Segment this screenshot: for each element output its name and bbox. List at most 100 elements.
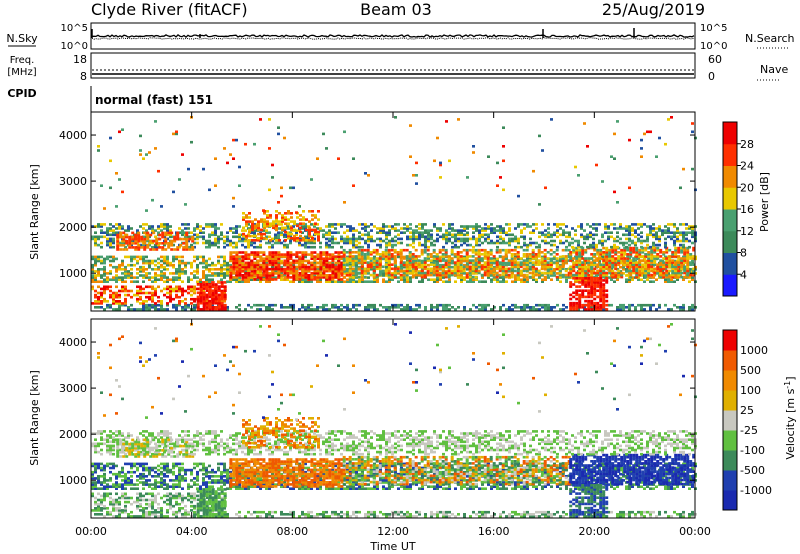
power-cell [322, 263, 326, 267]
power-cell [289, 265, 292, 269]
power-cell [555, 259, 559, 262]
power-cell [223, 235, 226, 239]
power-cell [673, 280, 676, 283]
power-cell [517, 223, 520, 226]
power-cell [622, 227, 625, 230]
power-cell [349, 308, 352, 311]
power-cell [608, 255, 612, 258]
power-cell [496, 278, 499, 281]
power-cell [331, 257, 335, 260]
power-cell [169, 263, 172, 267]
power-cell [611, 273, 615, 277]
power-cell [590, 285, 594, 288]
power-cell [567, 248, 571, 252]
power-cell [625, 280, 628, 283]
power-cell [387, 253, 391, 256]
power-cell [223, 261, 226, 265]
power-cell [211, 283, 215, 286]
power-cell [253, 271, 257, 275]
power-cell [409, 243, 412, 247]
power-cell [520, 280, 523, 283]
power-cell [100, 223, 103, 226]
power-cell [393, 261, 397, 264]
power-cell [411, 269, 415, 273]
power-cell [103, 289, 106, 293]
power-cell [466, 263, 469, 267]
power-cell [424, 239, 427, 243]
power-cell [481, 235, 484, 239]
power-cell [668, 255, 672, 258]
power-cell [677, 263, 681, 266]
power-cell [546, 257, 550, 260]
power-cell [587, 285, 591, 288]
power-cell [319, 276, 323, 279]
power-cell [381, 265, 385, 269]
power-cell [328, 263, 332, 267]
power-cell [652, 229, 655, 232]
power-cell [692, 269, 696, 273]
power-cell [692, 273, 696, 277]
power-cell [205, 261, 208, 265]
power-cell [496, 235, 499, 239]
power-cell [388, 229, 391, 232]
power-cell [559, 257, 562, 261]
power-cell [360, 269, 364, 273]
power-cell [229, 274, 233, 277]
power-cell [271, 303, 274, 307]
power-cell [289, 303, 292, 307]
power-cell [196, 233, 199, 237]
power-cell [459, 257, 463, 260]
power-cell [91, 280, 94, 283]
power-cell [558, 265, 562, 269]
power-cell [196, 241, 199, 245]
power-cell [555, 261, 559, 264]
power-cell [569, 273, 573, 277]
power-cell [295, 229, 298, 232]
power-cell [97, 237, 100, 241]
power-cell [256, 278, 259, 281]
power-cell [142, 276, 145, 279]
power-cell [181, 259, 184, 263]
power-cell [214, 233, 217, 237]
power-cell [130, 303, 133, 307]
power-cell [366, 255, 370, 258]
power-cell [408, 257, 412, 260]
power-cell [244, 263, 248, 267]
power-cell [689, 273, 693, 277]
power-cell [331, 306, 334, 309]
power-cell [578, 277, 582, 280]
power-cell [541, 259, 544, 263]
power-cell [235, 259, 239, 263]
power-cell [262, 257, 266, 260]
power-cell [352, 239, 355, 243]
power-cell [238, 225, 241, 228]
power-cell [328, 308, 331, 311]
power-cell [259, 243, 262, 247]
power-cell [411, 265, 415, 269]
power-cell [384, 253, 388, 256]
power-cell [466, 261, 469, 265]
power-cell [391, 239, 394, 243]
power-cell [480, 259, 484, 262]
power-cell [444, 263, 448, 266]
power-cell [685, 239, 688, 243]
power-cell [460, 229, 463, 232]
power-cell [575, 308, 579, 311]
power-cell [169, 300, 172, 303]
power-cell [683, 267, 687, 271]
power-cell [520, 231, 523, 234]
power-cell [103, 272, 106, 275]
power-cell [454, 239, 457, 243]
power-cell [486, 261, 490, 264]
power-cell [103, 285, 106, 289]
power-cell [466, 231, 469, 234]
power-cell [647, 255, 651, 258]
power-cell [607, 225, 610, 228]
power-cell [590, 271, 594, 275]
power-cell [599, 257, 603, 260]
power-cell [517, 225, 520, 228]
power-cell [316, 306, 319, 309]
power-cell [226, 263, 229, 267]
power-cell [637, 239, 640, 243]
power-cell [136, 293, 139, 297]
